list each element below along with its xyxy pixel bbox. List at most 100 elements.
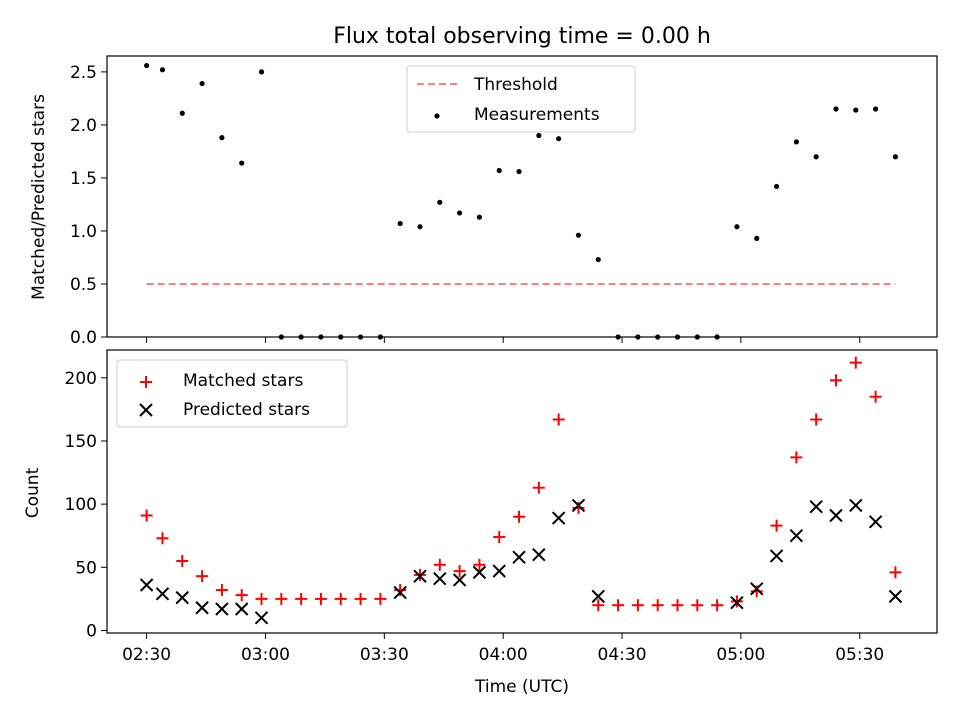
measurement-point [734,224,740,230]
predicted-star-point [888,589,903,604]
measurement-point [417,224,423,230]
measurement-point [219,135,225,141]
measurement-point [258,69,265,75]
ratio-y-tick-label: 1.0 [70,222,97,242]
measurement-point [575,232,582,238]
predicted-x-b [868,515,883,529]
ratio-plot-area [144,62,899,340]
ratio-y-tick-label: 2.0 [70,116,97,136]
predicted-x-b [139,578,154,592]
predicted-star-point [393,585,407,600]
predicted-x-b [551,511,566,525]
predicted-x-b [849,498,863,513]
ratio-x-ticks [146,337,861,343]
ratio-legend: Threshold Measurements [406,65,636,133]
ratio-y-tick-label: 0.5 [70,275,97,295]
counts-panel-ylabel: Count [23,467,43,518]
measurements-legend-swatch [434,113,440,119]
matched-star-point [235,589,248,602]
ratio-y-tick-label: 2.5 [70,63,97,83]
predicted-x-b [215,602,229,616]
measurement-point [476,214,483,220]
measurement-point [754,235,760,241]
measurement-point [457,210,463,216]
matched-star-point [433,558,446,571]
predicted-x-b [175,590,189,605]
predicted-x-b [195,601,209,615]
matched-star-point [790,451,803,464]
predicted-x-b [532,547,546,562]
measurement-point [377,334,383,340]
measurement-point [437,199,443,205]
counts-plot-area [139,356,903,625]
matched-star-point [532,481,545,494]
ratio-y-tick-label: 0.0 [70,328,97,348]
predicted-star-point [829,508,843,523]
measurements-legend-label: Measurements [474,105,600,125]
ratio-panel-frame [106,55,938,338]
threshold-legend-label: Threshold [473,75,558,95]
matched-legend-swatch [140,376,152,388]
measurement-point [655,334,661,340]
predicted-x-b [789,529,804,543]
matched-star-point [770,519,783,532]
measurement-point [694,334,700,340]
counts-y-tick-label: 150 [65,432,97,452]
matched-star-point [849,356,862,369]
matched-star-point [671,599,684,612]
measurement-point [516,168,522,175]
matched-star-point [374,592,387,605]
measurement-point [853,107,859,113]
predicted-star-point [492,564,506,578]
predicted-star-point [254,611,269,625]
counts-y-tick-label: 200 [65,369,97,389]
matched-star-point [572,501,585,514]
measurement-point [159,67,166,73]
counts-x-axis: 02:30 03:00 03:30 04:00 04:30 05:00 05:30 [122,633,884,665]
measurement-point [338,334,344,340]
predicted-star-point [551,511,566,525]
ratio-legend-box [406,65,636,133]
counts-panel-frame [106,349,938,634]
predicted-star-point [195,601,209,615]
predicted-x-b [829,508,843,523]
predicted-legend-swatch [139,403,153,417]
counts-x-tick-label: 03:00 [241,645,290,665]
measurement-point [278,334,284,340]
matched-star-point [493,530,506,543]
matched-star-point [552,413,565,426]
ratio-panel: Matched/Predicted stars 0.0 0.5 1.0 1.5 2.0 2… [29,55,938,348]
counts-y-axis: 0 50 100 150 200 [65,369,107,641]
measurement-point [674,334,681,340]
measurement-point [144,62,150,69]
predicted-star-point [175,590,189,605]
measurement-point [556,136,562,142]
predicted-legend-label: Predicted stars [183,400,310,420]
predicted-star-point [234,602,249,616]
measurement-point [298,334,304,340]
predicted-star-point [472,565,487,580]
predicted-star-point [849,498,863,513]
matched-star-point [140,509,153,522]
predicted-star-point [730,595,744,610]
measurement-point [496,167,502,174]
predicted-star-point [139,578,154,592]
predicted-x-b [492,564,506,578]
matched-star-point [354,592,367,605]
measurement-point [813,154,819,160]
counts-legend-box [116,359,348,428]
predicted-star-point [769,549,784,563]
measurement-point [833,106,839,112]
matched-star-point [275,592,288,605]
measurement-point [892,154,899,160]
measurement-point [714,334,720,340]
matched-star-point [829,374,842,387]
predicted-x-b [254,611,269,625]
predicted-x-b [433,571,447,586]
predicted-x-b [750,582,764,596]
matched-star-point [691,599,704,612]
measurement-point [615,334,621,340]
predicted-x-b [472,565,487,580]
predicted-star-point [809,499,823,514]
